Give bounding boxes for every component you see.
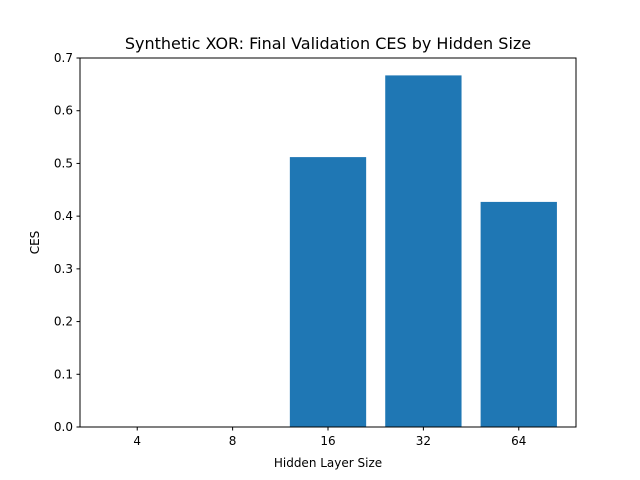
y-tick-label: 0.5 (54, 156, 73, 170)
y-axis-label: CES (28, 231, 42, 255)
y-tick-label: 0.3 (54, 262, 73, 276)
y-tick-label: 0.0 (54, 420, 73, 434)
x-axis: 4 8 16 32 64 (133, 427, 526, 448)
y-tick-label: 0.4 (54, 209, 73, 223)
x-tick-label: 8 (229, 434, 237, 448)
bar-64 (480, 201, 557, 427)
y-tick-label: 0.1 (54, 367, 73, 381)
y-tick-label: 0.2 (54, 315, 73, 329)
bar-32 (385, 75, 462, 427)
bar-16 (289, 157, 367, 428)
chart-title: Synthetic XOR: Final Validation CES by H… (125, 34, 531, 53)
x-axis-label: Hidden Layer Size (274, 456, 382, 470)
bars-group (289, 75, 557, 428)
y-tick-label: 0.6 (54, 104, 73, 118)
y-tick-label: 0.7 (54, 51, 73, 65)
y-axis: 0.0 0.1 0.2 0.3 0.4 0.5 0.6 0.7 (54, 51, 80, 434)
x-tick-label: 32 (416, 434, 431, 448)
x-tick-label: 64 (511, 434, 526, 448)
x-tick-label: 16 (320, 434, 335, 448)
x-tick-label: 4 (133, 434, 141, 448)
